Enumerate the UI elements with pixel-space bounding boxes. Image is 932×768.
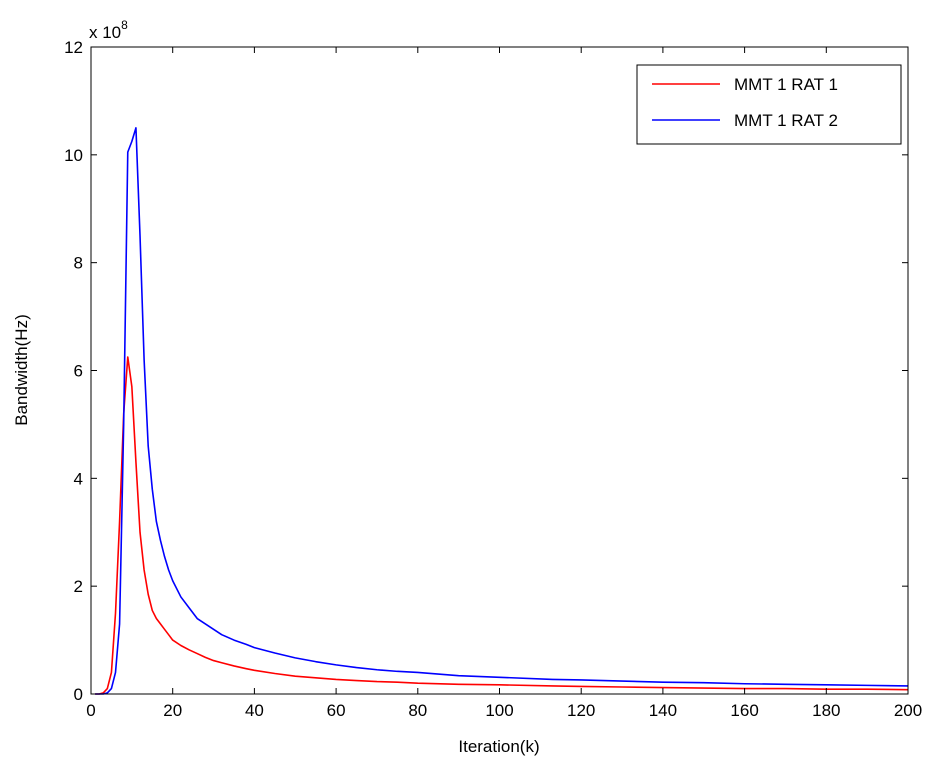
legend: MMT 1 RAT 1 MMT 1 RAT 2 <box>636 64 902 145</box>
y-tick-label: 12 <box>64 38 83 57</box>
x-tick-label: 100 <box>485 701 513 720</box>
y-exponent-label: x 108 <box>89 18 128 42</box>
x-tick-label: 180 <box>812 701 840 720</box>
x-tick-label: 140 <box>649 701 677 720</box>
y-tick-label: 6 <box>74 362 83 381</box>
tick-labels-layer: 0 20 40 60 80 100 120 140 160 180 200 0 2 4 6 8 10 12 <box>64 38 922 720</box>
x-tick-label: 160 <box>730 701 758 720</box>
x-tick-label: 40 <box>245 701 264 720</box>
legend-box <box>636 64 902 145</box>
y-exponent-base: x 10 <box>89 23 121 42</box>
y-exponent-power: 8 <box>121 18 128 32</box>
x-axis-label: Iteration(k) <box>458 737 539 756</box>
x-tick-label: 60 <box>327 701 346 720</box>
x-tick-label: 80 <box>408 701 427 720</box>
series-layer <box>95 127 909 695</box>
legend-label-series-1: MMT 1 RAT 1 <box>734 75 838 94</box>
y-axis-label: Bandwidth(Hz) <box>12 314 31 426</box>
y-tick-label: 4 <box>74 469 83 488</box>
y-tick-label: 10 <box>64 146 83 165</box>
x-tick-label: 120 <box>567 701 595 720</box>
x-tick-label: 0 <box>86 701 95 720</box>
series-line-2 <box>95 127 909 695</box>
series-line-1 <box>95 356 909 695</box>
y-tick-label: 2 <box>74 577 83 596</box>
x-tick-label: 20 <box>163 701 182 720</box>
legend-label-series-2: MMT 1 RAT 2 <box>734 111 838 130</box>
plot-area <box>91 47 908 694</box>
plot-frame <box>90 46 909 695</box>
y-tick-label: 0 <box>74 685 83 704</box>
x-tick-label: 200 <box>894 701 922 720</box>
y-tick-label: 8 <box>74 254 83 273</box>
